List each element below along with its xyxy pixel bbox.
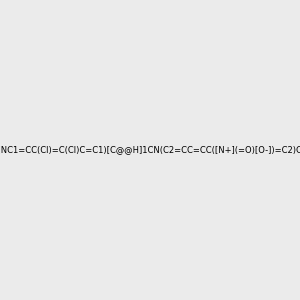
Text: O=C(NC1=CC(Cl)=C(Cl)C=C1)[C@@H]1CN(C2=CC=CC([N+](=O)[O-])=C2)C1=O: O=C(NC1=CC(Cl)=C(Cl)C=C1)[C@@H]1CN(C2=CC… bbox=[0, 146, 300, 154]
